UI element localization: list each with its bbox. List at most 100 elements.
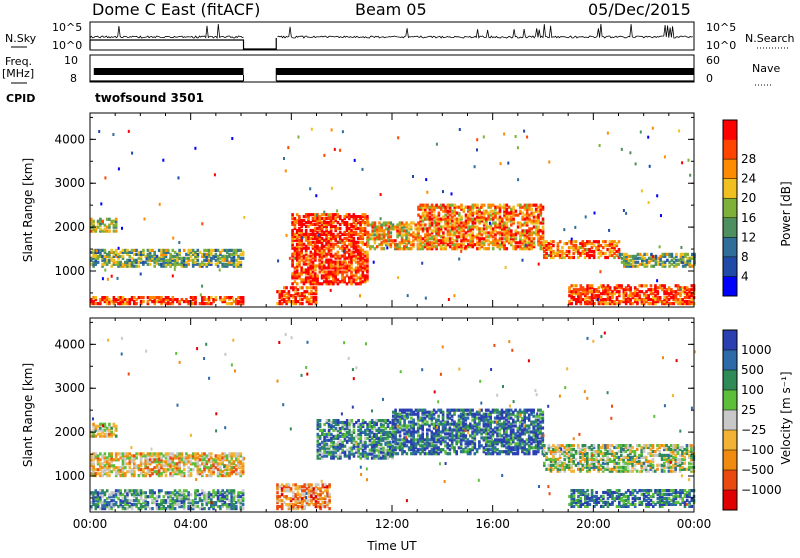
noise-cell [563, 228, 565, 231]
echo-cell [206, 298, 209, 301]
echo-cell [192, 468, 195, 471]
echo-cell [485, 235, 488, 238]
echo-cell [92, 462, 95, 465]
echo-cell [552, 240, 555, 243]
noise-cell [635, 162, 637, 165]
echo-cell [330, 280, 333, 283]
echo-cell [322, 483, 325, 486]
echo-cell [319, 419, 322, 422]
echo-cell [530, 208, 533, 211]
echo-cell [242, 462, 245, 465]
echo-cell [570, 290, 573, 293]
echo-cell [485, 247, 488, 250]
echo-cell [579, 242, 582, 245]
echo-cell [447, 216, 450, 219]
echo-cell [375, 449, 378, 452]
echo-cell [199, 468, 202, 471]
echo-cell [337, 221, 340, 224]
echo-cell [588, 248, 591, 251]
echo-cell [364, 251, 367, 254]
echo-cell [369, 237, 372, 240]
echo-cell [95, 503, 98, 506]
noise-cell [117, 277, 119, 280]
colorbar-tick-label: 4 [741, 269, 749, 283]
echo-cell [122, 505, 125, 508]
echo-cell [451, 223, 454, 226]
noise-cell [232, 297, 234, 300]
echo-cell [192, 249, 195, 252]
echo-cell [496, 206, 499, 209]
echo-cell [533, 237, 536, 240]
noise-cell [323, 154, 325, 157]
echo-cell [380, 223, 383, 226]
echo-region [90, 489, 244, 510]
echo-cell [300, 219, 303, 222]
echo-cell [305, 268, 308, 271]
echo-cell [343, 247, 346, 250]
noise-cell [339, 149, 341, 152]
echo-cell [451, 233, 454, 236]
echo-cell [451, 241, 454, 244]
echo-cell [613, 256, 616, 259]
echo-cell [328, 499, 331, 502]
echo-cell [346, 257, 349, 260]
echo-cell [364, 227, 367, 230]
echo-cell [362, 441, 365, 444]
echo-cell [496, 212, 499, 215]
echo-cell [380, 423, 383, 426]
echo-cell [369, 223, 372, 226]
noise-cell [425, 178, 427, 181]
echo-cell [517, 204, 520, 207]
echo-cell [104, 433, 107, 436]
noise-cell [231, 137, 233, 140]
noise-cell [111, 275, 113, 278]
echo-cell [147, 452, 150, 455]
echo-cell [435, 216, 438, 219]
echo-cell [460, 239, 463, 242]
echo-cell [190, 472, 193, 475]
echo-cell [324, 505, 327, 508]
echo-cell [113, 251, 116, 254]
echo-cell [187, 257, 190, 260]
echo-cell [369, 233, 372, 236]
echo-cell [315, 483, 318, 486]
echo-cell [165, 499, 168, 502]
echo-cell [307, 233, 310, 236]
noise-cell [453, 294, 455, 297]
echo-cell [650, 284, 653, 287]
echo-cell [337, 233, 340, 236]
echo-cell [298, 261, 301, 264]
echo-cell [535, 208, 538, 211]
echo-cell [226, 263, 229, 266]
noise-cell [688, 264, 690, 267]
echo-cell [149, 249, 152, 252]
echo-cell [572, 244, 575, 247]
echo-cell [492, 221, 495, 224]
noise-cell [426, 191, 428, 194]
echo-cell [637, 265, 640, 268]
echo-cell [561, 246, 564, 249]
echo-cell [346, 251, 349, 254]
echo-cell [412, 231, 415, 234]
colorbar-segment [723, 159, 737, 179]
echo-cell [285, 503, 288, 506]
echo-cell [298, 247, 301, 250]
echo-cell [339, 231, 342, 234]
echo-cell [242, 507, 245, 510]
noise-cell [442, 190, 444, 193]
echo-cell [308, 499, 311, 502]
colorbar-tick-label: 16 [741, 211, 756, 225]
echo-cell [108, 259, 111, 262]
echo-cell [641, 284, 644, 287]
echo-cell [330, 270, 333, 273]
echo-cell [591, 284, 594, 287]
echo-cell [328, 423, 331, 426]
echo-cell [668, 298, 671, 301]
echo-region [619, 253, 696, 268]
echo-cell [219, 261, 222, 264]
echo-cell [219, 296, 222, 299]
echo-cell [219, 505, 222, 508]
echo-cell [192, 452, 195, 455]
echo-cell [165, 474, 168, 477]
echo-cell [328, 451, 331, 454]
